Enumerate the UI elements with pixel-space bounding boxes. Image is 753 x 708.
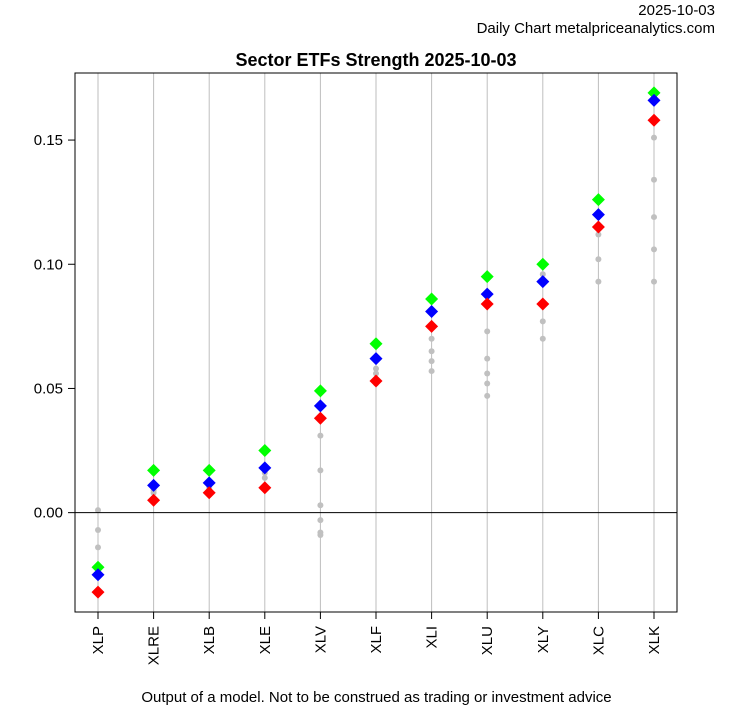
blue-point-xlp <box>91 568 105 582</box>
x-tick-label-xly: XLY <box>535 626 552 653</box>
x-tick-label-xlp: XLP <box>90 626 107 654</box>
red-point-xlv <box>313 411 327 425</box>
history-point-xly-0 <box>539 271 546 278</box>
history-point-xlf-0 <box>373 365 379 372</box>
green-point-xlv <box>313 384 327 398</box>
blue-point-xlb <box>202 476 216 490</box>
red-point-xlc <box>591 220 605 234</box>
history-point-xlv-3 <box>317 517 324 524</box>
red-point-xlu <box>480 297 494 311</box>
x-tick-label-xlv: XLV <box>312 626 329 653</box>
history-point-xlp-1 <box>95 527 101 534</box>
blue-point-xly <box>536 275 550 289</box>
history-point-xlf-1 <box>373 370 379 377</box>
red-point-xlre <box>147 493 161 507</box>
x-tick-label-xlu: XLU <box>479 626 496 655</box>
history-point-xlk-4 <box>651 278 657 285</box>
blue-point-xlv <box>313 399 327 413</box>
history-point-xlv-5 <box>317 532 324 538</box>
history-point-xlc-2 <box>595 278 602 285</box>
history-point-xlk-3 <box>651 246 657 253</box>
history-point-xli-3 <box>428 368 435 375</box>
red-point-xly <box>536 297 550 311</box>
blue-point-xlf <box>369 352 383 366</box>
history-point-xlv-2 <box>317 502 324 509</box>
history-point-xlv-1 <box>317 467 324 474</box>
history-point-xlv-0 <box>317 432 324 439</box>
red-point-xle <box>258 481 272 495</box>
green-point-xlf <box>369 337 383 351</box>
x-tick-label-xlc: XLC <box>590 626 607 655</box>
blue-point-xlk <box>647 93 661 107</box>
green-point-xlc <box>591 193 605 207</box>
y-axis: 0.00 0.05 0.10 0.15 <box>34 132 76 522</box>
y-tick-label-0: 0.00 <box>34 505 63 522</box>
history-point-xlk-0 <box>651 134 657 141</box>
history-point-xlc-0 <box>595 231 602 238</box>
series-points <box>91 86 661 599</box>
history-point-xlu-1 <box>484 355 491 362</box>
x-tick-label-xlb: XLB <box>201 626 218 654</box>
gridlines <box>97 73 655 612</box>
history-point-xli-1 <box>428 348 435 355</box>
x-tick-label-xle: XLE <box>257 626 274 654</box>
x-axis: XLP XLRE XLB XLE XLV XLF XLI XLU XLY XLC XLK <box>90 611 663 665</box>
history-point-xli-0 <box>428 335 435 342</box>
green-point-xlb <box>202 463 216 477</box>
history-point-xlu-3 <box>484 380 491 387</box>
history-point-xlc-1 <box>595 256 602 263</box>
y-tick-label-2: 0.10 <box>34 256 63 273</box>
red-point-xlf <box>369 374 383 388</box>
disclaimer: Output of a model. Not to be construed a… <box>141 689 612 706</box>
y-tick-label-1: 0.05 <box>34 380 63 397</box>
x-tick-label-xlk: XLK <box>646 626 663 654</box>
history-point-xlp-0 <box>95 507 101 514</box>
history-point-xlu-2 <box>484 370 491 377</box>
blue-point-xle <box>258 461 272 475</box>
chart-date: 2025-10-03 <box>638 2 715 19</box>
history-point-xly-2 <box>539 335 546 342</box>
red-point-xlp <box>91 585 105 599</box>
green-point-xlre <box>147 463 161 477</box>
history-point-xly-1 <box>539 318 546 325</box>
blue-point-xlu <box>480 287 494 301</box>
red-point-xlb <box>202 486 216 500</box>
history-point-xlu-0 <box>484 328 491 335</box>
x-tick-label-xli: XLI <box>424 626 441 649</box>
history-point-xlk-1 <box>651 176 657 183</box>
history-point-xli-2 <box>428 358 435 365</box>
history-point-xlp-2 <box>95 544 101 551</box>
blue-point-xlre <box>147 478 161 492</box>
green-point-xly <box>536 257 550 271</box>
green-point-xlk <box>647 86 661 100</box>
history-point-xlk-2 <box>651 214 657 221</box>
green-point-xli <box>425 292 439 306</box>
y-tick-label-3: 0.15 <box>34 132 63 149</box>
green-point-xlp <box>91 560 105 574</box>
blue-point-xli <box>425 304 439 318</box>
green-point-xle <box>258 444 272 458</box>
blue-point-xlc <box>591 208 605 222</box>
chart-source: Daily Chart metalpriceanalytics.com <box>476 20 715 37</box>
x-tick-label-xlre: XLRE <box>146 626 163 665</box>
red-point-xlk <box>647 113 661 127</box>
history-point-xlu-4 <box>484 392 491 399</box>
green-point-xlu <box>480 270 494 284</box>
history-point-xle-0 <box>261 474 268 481</box>
x-tick-label-xlf: XLF <box>368 626 385 654</box>
red-point-xli <box>425 319 439 333</box>
chart-title: Sector ETFs Strength 2025-10-03 <box>235 50 516 70</box>
